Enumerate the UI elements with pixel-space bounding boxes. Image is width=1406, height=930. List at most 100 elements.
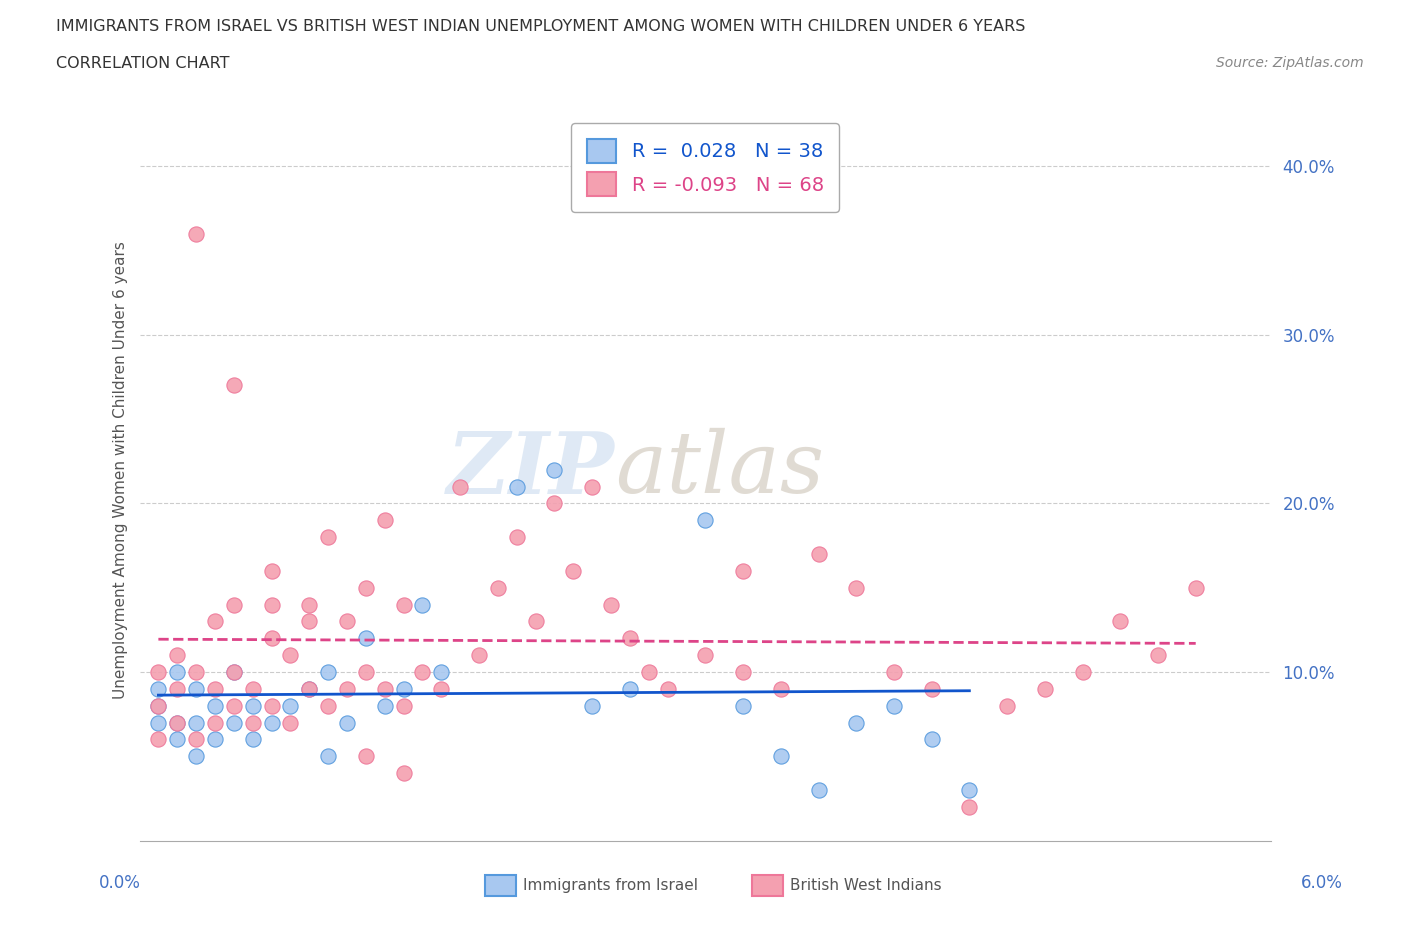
Point xyxy=(957,782,980,797)
Point xyxy=(280,698,302,713)
Point xyxy=(354,665,377,680)
Point xyxy=(148,698,170,713)
Point xyxy=(392,597,415,612)
Point xyxy=(695,647,717,662)
Point xyxy=(184,682,207,697)
Point xyxy=(883,665,905,680)
Point xyxy=(619,631,641,645)
Point xyxy=(562,564,585,578)
Point xyxy=(316,665,339,680)
Point xyxy=(204,698,226,713)
Point xyxy=(619,682,641,697)
Point xyxy=(883,698,905,713)
Point xyxy=(731,698,754,713)
Point xyxy=(354,631,377,645)
Point xyxy=(260,715,283,730)
Point xyxy=(921,682,943,697)
Point xyxy=(845,580,868,595)
Point xyxy=(204,682,226,697)
Point xyxy=(807,547,830,562)
Point xyxy=(995,698,1018,713)
Text: CORRELATION CHART: CORRELATION CHART xyxy=(56,56,229,71)
Point xyxy=(184,715,207,730)
Point xyxy=(657,682,679,697)
Point xyxy=(374,682,396,697)
Point xyxy=(506,479,529,494)
Point xyxy=(184,226,207,241)
Point xyxy=(148,665,170,680)
Text: ZIP: ZIP xyxy=(447,428,614,512)
Point xyxy=(260,631,283,645)
Point xyxy=(392,765,415,780)
Point xyxy=(280,715,302,730)
Point xyxy=(222,597,245,612)
Point xyxy=(298,597,321,612)
Point xyxy=(1033,682,1056,697)
Point xyxy=(543,496,565,511)
Text: 0.0%: 0.0% xyxy=(98,874,141,892)
Point xyxy=(316,749,339,764)
Point xyxy=(222,715,245,730)
Point xyxy=(543,462,565,477)
Point xyxy=(354,580,377,595)
Point xyxy=(336,682,359,697)
Point xyxy=(260,698,283,713)
Point xyxy=(374,512,396,527)
Point xyxy=(449,479,471,494)
Point xyxy=(1147,647,1170,662)
Text: British West Indians: British West Indians xyxy=(790,878,942,893)
Point xyxy=(807,782,830,797)
Point xyxy=(769,682,792,697)
Point xyxy=(166,682,188,697)
Point xyxy=(392,698,415,713)
Point xyxy=(468,647,491,662)
Y-axis label: Unemployment Among Women with Children Under 6 years: Unemployment Among Women with Children U… xyxy=(114,241,128,698)
Point xyxy=(148,732,170,747)
Point xyxy=(222,665,245,680)
Point xyxy=(769,749,792,764)
Point xyxy=(316,530,339,545)
Point xyxy=(486,580,509,595)
Point xyxy=(845,715,868,730)
Point xyxy=(731,564,754,578)
Point xyxy=(430,665,453,680)
Point xyxy=(695,512,717,527)
Point xyxy=(166,715,188,730)
Point xyxy=(184,665,207,680)
Point xyxy=(1071,665,1094,680)
Point xyxy=(316,698,339,713)
Text: IMMIGRANTS FROM ISRAEL VS BRITISH WEST INDIAN UNEMPLOYMENT AMONG WOMEN WITH CHIL: IMMIGRANTS FROM ISRAEL VS BRITISH WEST I… xyxy=(56,19,1025,33)
Legend: R =  0.028   N = 38, R = -0.093   N = 68: R = 0.028 N = 38, R = -0.093 N = 68 xyxy=(571,124,839,211)
Point xyxy=(166,732,188,747)
Point xyxy=(222,698,245,713)
Point xyxy=(260,564,283,578)
Point xyxy=(242,715,264,730)
Point xyxy=(392,682,415,697)
Point xyxy=(204,715,226,730)
Point xyxy=(204,614,226,629)
Text: atlas: atlas xyxy=(614,429,824,511)
Point xyxy=(204,732,226,747)
Point xyxy=(506,530,529,545)
Point xyxy=(298,682,321,697)
Point xyxy=(411,665,433,680)
Point xyxy=(166,647,188,662)
Point xyxy=(166,665,188,680)
Point xyxy=(581,698,603,713)
Point xyxy=(242,682,264,697)
Point xyxy=(166,715,188,730)
Point xyxy=(921,732,943,747)
Text: 6.0%: 6.0% xyxy=(1301,874,1343,892)
Point xyxy=(148,715,170,730)
Point xyxy=(336,715,359,730)
Point xyxy=(298,614,321,629)
Point xyxy=(184,732,207,747)
Point xyxy=(1109,614,1132,629)
Point xyxy=(430,682,453,697)
Point xyxy=(600,597,623,612)
Point xyxy=(957,800,980,815)
Point xyxy=(148,682,170,697)
Text: Source: ZipAtlas.com: Source: ZipAtlas.com xyxy=(1216,56,1364,70)
Point xyxy=(581,479,603,494)
Text: Immigrants from Israel: Immigrants from Israel xyxy=(523,878,697,893)
